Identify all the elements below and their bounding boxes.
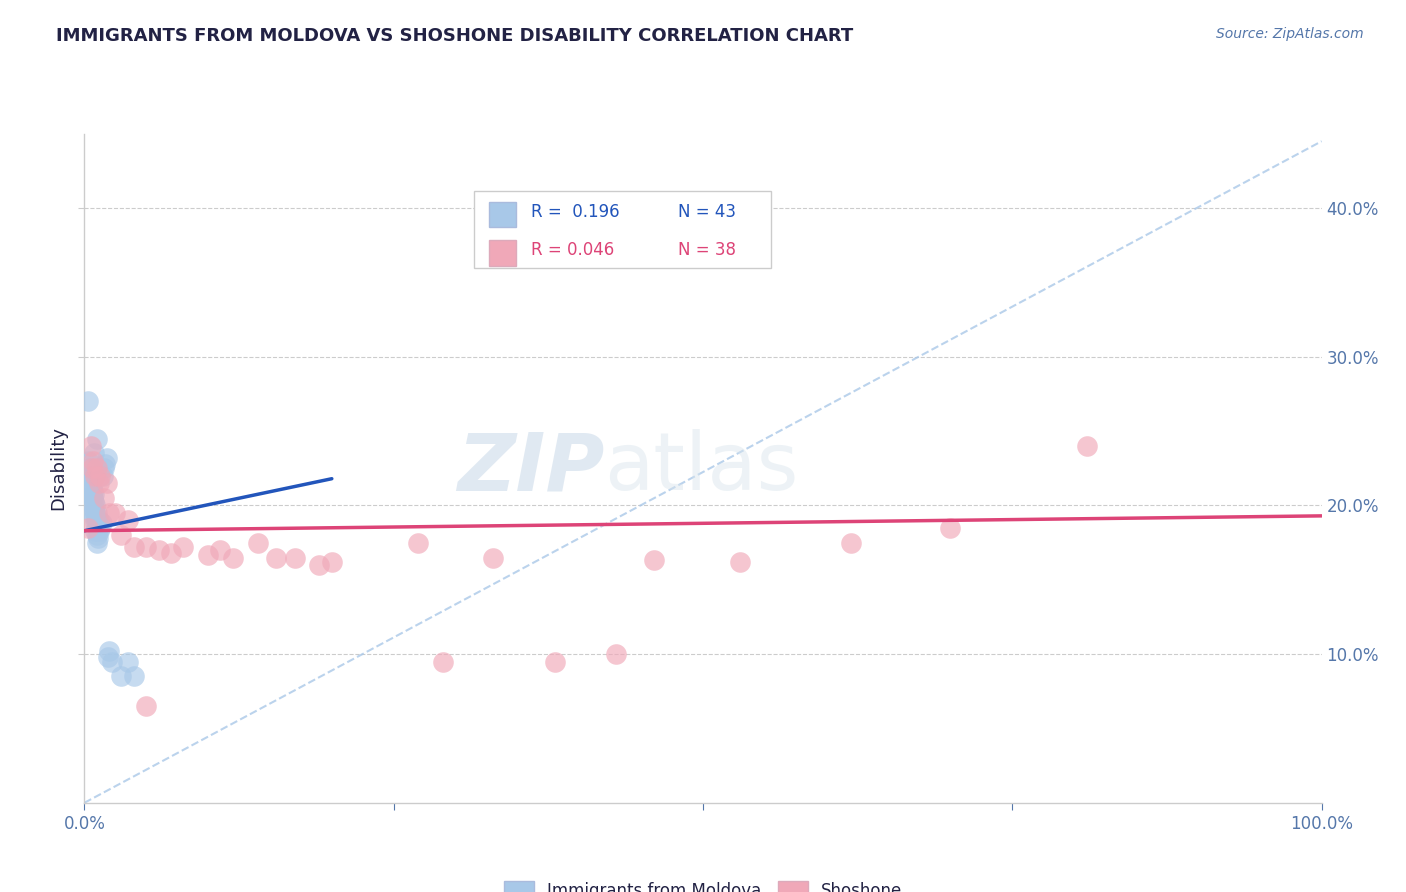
Point: [82, 454, 104, 468]
Point: [79, 468, 101, 483]
Point: [939, 521, 962, 535]
FancyBboxPatch shape: [474, 191, 770, 268]
Point: [77, 521, 100, 535]
Point: [222, 550, 245, 565]
Point: [148, 543, 170, 558]
Point: [89, 513, 111, 527]
Point: [284, 550, 307, 565]
Point: [97, 650, 120, 665]
Point: [83, 503, 105, 517]
Point: [80, 472, 103, 486]
Point: [93, 461, 115, 475]
Point: [79, 461, 101, 475]
Point: [86, 521, 108, 535]
Text: Source: ZipAtlas.com: Source: ZipAtlas.com: [1216, 27, 1364, 41]
Point: [481, 550, 503, 565]
Point: [83, 495, 105, 509]
Text: ZIP: ZIP: [457, 429, 605, 508]
Point: [110, 528, 132, 542]
Text: IMMIGRANTS FROM MOLDOVA VS SHOSHONE DISABILITY CORRELATION CHART: IMMIGRANTS FROM MOLDOVA VS SHOSHONE DISA…: [56, 27, 853, 45]
Point: [86, 506, 108, 520]
Point: [135, 699, 157, 714]
Point: [321, 555, 343, 569]
Point: [90, 516, 112, 531]
Point: [543, 655, 565, 669]
Point: [209, 543, 232, 558]
Point: [122, 669, 145, 683]
Point: [86, 535, 108, 549]
Point: [86, 528, 108, 542]
Point: [110, 669, 132, 683]
Point: [246, 535, 269, 549]
Point: [264, 550, 287, 565]
Point: [117, 655, 139, 669]
Point: [80, 461, 103, 475]
Point: [841, 535, 863, 549]
Point: [84, 506, 107, 520]
Point: [89, 468, 111, 483]
Point: [98, 506, 121, 520]
Point: [93, 491, 115, 505]
Point: [100, 655, 122, 669]
Point: [91, 468, 114, 483]
Point: [117, 513, 139, 527]
Point: [408, 535, 430, 549]
Text: atlas: atlas: [605, 429, 799, 508]
Point: [82, 499, 104, 513]
Point: [643, 553, 665, 567]
Point: [86, 461, 108, 475]
Point: [122, 540, 145, 554]
Point: [87, 521, 110, 535]
Point: [77, 394, 100, 409]
FancyBboxPatch shape: [489, 202, 516, 227]
Point: [98, 644, 121, 658]
Point: [79, 476, 101, 491]
Point: [94, 457, 117, 471]
Point: [80, 488, 103, 502]
Point: [86, 432, 108, 446]
Point: [89, 521, 111, 535]
Y-axis label: Disability: Disability: [49, 426, 67, 510]
FancyBboxPatch shape: [489, 240, 516, 266]
Point: [77, 454, 100, 468]
Point: [89, 524, 111, 538]
Point: [87, 531, 110, 545]
Point: [84, 516, 107, 531]
Point: [605, 647, 627, 661]
Text: N = 43: N = 43: [678, 203, 737, 221]
Point: [197, 548, 219, 562]
Point: [728, 555, 751, 569]
Point: [82, 506, 104, 520]
Point: [432, 655, 454, 669]
Point: [83, 446, 105, 460]
Point: [84, 468, 107, 483]
Point: [172, 540, 194, 554]
Point: [83, 510, 105, 524]
Text: R =  0.196: R = 0.196: [531, 203, 620, 221]
Text: R = 0.046: R = 0.046: [531, 242, 614, 260]
Point: [160, 546, 183, 560]
Point: [96, 476, 118, 491]
Text: N = 38: N = 38: [678, 242, 737, 260]
Point: [1076, 439, 1098, 453]
Point: [135, 540, 157, 554]
Point: [86, 513, 108, 527]
Point: [83, 486, 105, 500]
Point: [308, 558, 330, 572]
Point: [96, 450, 118, 465]
Point: [82, 491, 104, 505]
Point: [104, 506, 127, 520]
Point: [80, 481, 103, 495]
Legend: Immigrants from Moldova, Shoshone: Immigrants from Moldova, Shoshone: [496, 875, 910, 892]
Point: [79, 439, 101, 453]
Point: [84, 499, 107, 513]
Point: [82, 483, 104, 498]
Point: [84, 524, 107, 538]
Point: [89, 476, 111, 491]
